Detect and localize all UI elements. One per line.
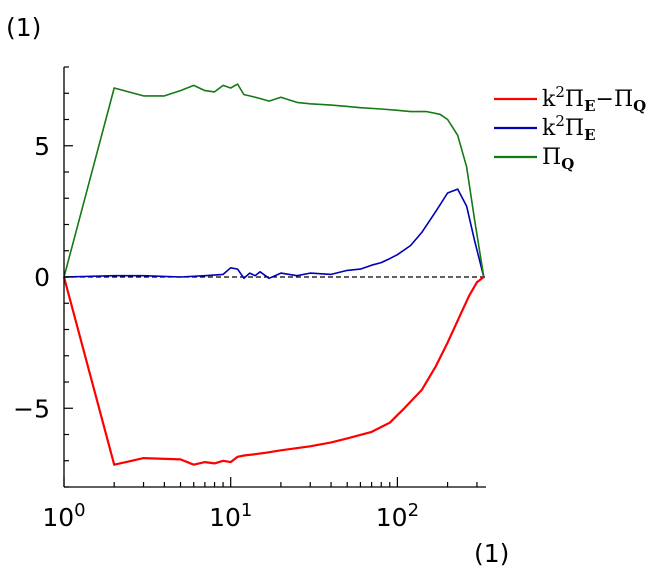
axes: 5 0 −5 100 101 102 <box>13 66 486 532</box>
y-axis-unit-label: (1) <box>6 13 41 42</box>
x-tick-label: 102 <box>376 500 419 532</box>
x-tick-label: 101 <box>209 500 252 532</box>
x-axis-unit-label: (1) <box>474 539 509 568</box>
legend-label-diff: k2ΠE−ΠQ <box>542 83 646 115</box>
series-line-pq <box>63 83 485 278</box>
y-tick-label: 5 <box>34 132 50 161</box>
y-tick-label: −5 <box>13 394 50 423</box>
x-tick-label: 100 <box>42 500 85 532</box>
plot-area <box>62 83 486 466</box>
legend-label-pq: ΠQ <box>542 145 574 173</box>
y-tick-label: 0 <box>34 263 50 292</box>
legend-label-ke: k2ΠE <box>542 112 596 144</box>
series-line-ke <box>63 188 485 280</box>
series-line-diff <box>62 276 485 466</box>
